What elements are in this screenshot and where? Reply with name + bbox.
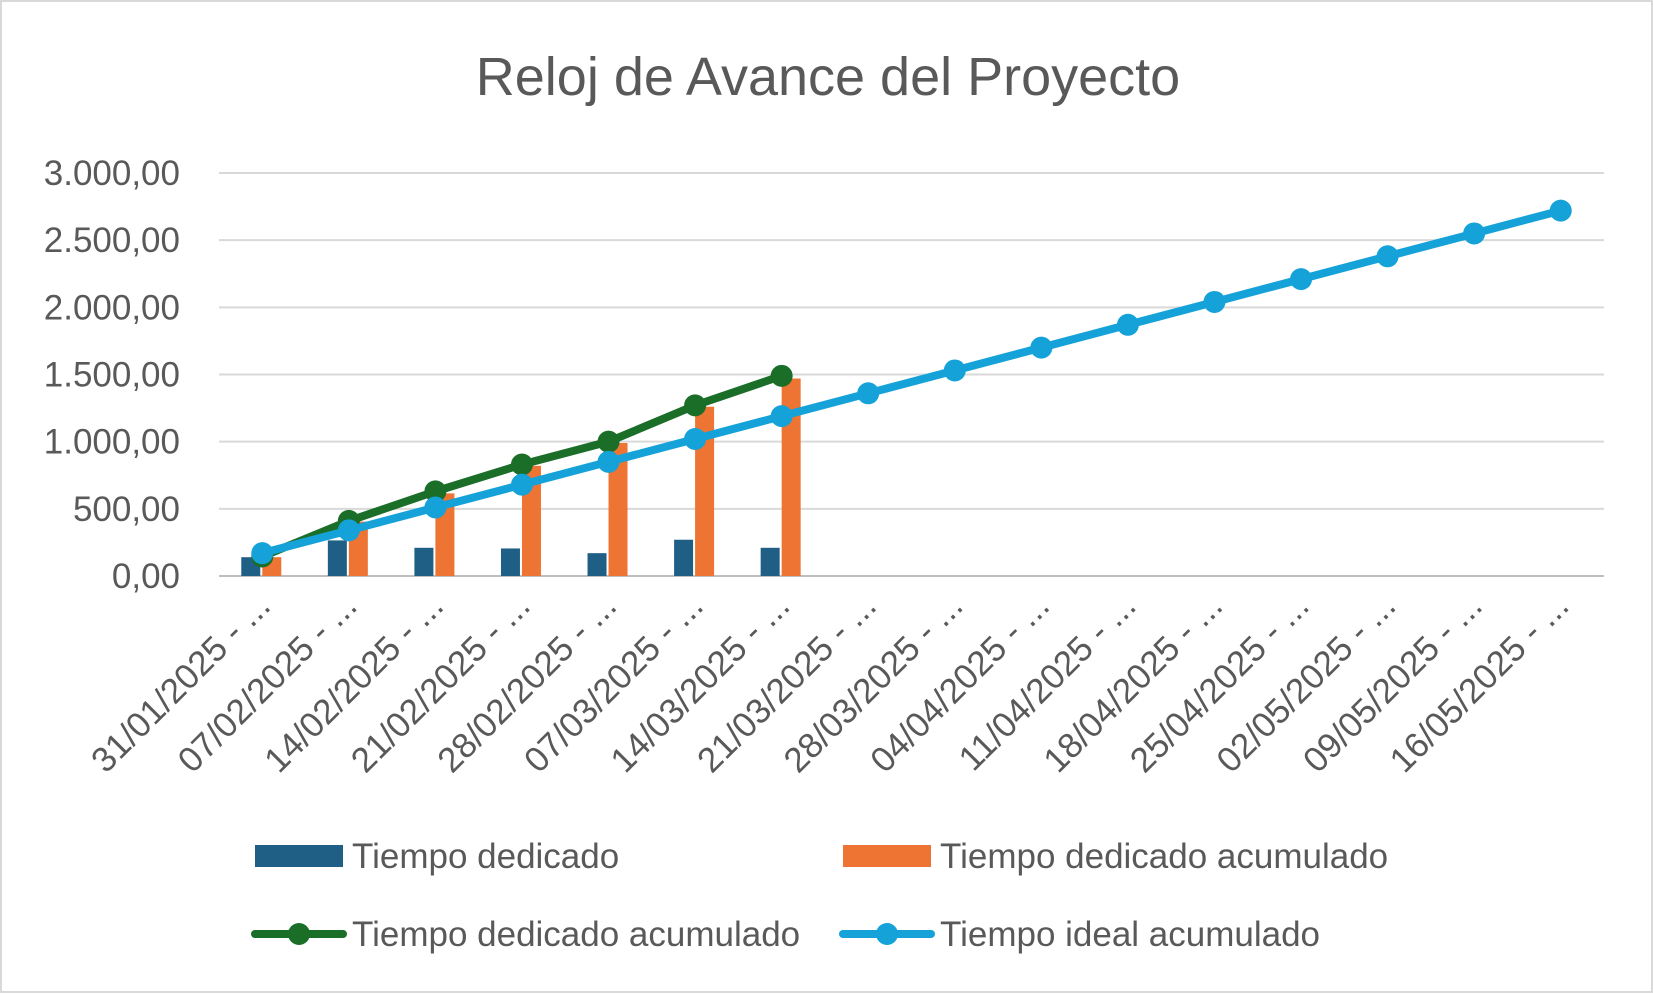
bar-tiempo-dedicado <box>760 547 780 576</box>
point-tiempo-ideal-acumulado <box>943 359 966 382</box>
bar-tiempo-dedicado <box>414 547 434 576</box>
legend-label: Tiempo dedicado acumulado <box>352 915 800 954</box>
bar-tiempo-dedicado-acumulado <box>695 406 715 576</box>
bar-series <box>241 378 801 576</box>
point-tiempo-ideal-acumulado <box>1116 313 1139 336</box>
legend: Tiempo dedicado Tiempo dedicado acumulado… <box>251 837 1388 954</box>
legend-item-tiempo-dedicado-acumulado-line: Tiempo dedicado acumulado <box>251 915 800 954</box>
y-tick-label: 1.500,00 <box>44 356 180 395</box>
point-tiempo-ideal-acumulado <box>251 542 274 565</box>
legend-item-tiempo-ideal-acumulado: Tiempo ideal acumulado <box>839 915 1320 954</box>
point-tiempo-ideal-acumulado <box>337 519 360 542</box>
bar-tiempo-dedicado <box>327 540 347 576</box>
point-tiempo-dedicado-acumulado <box>770 364 793 387</box>
point-tiempo-dedicado-acumulado <box>597 430 620 453</box>
chart-title: Reloj de Avance del Proyecto <box>476 47 1180 107</box>
point-tiempo-ideal-acumulado <box>510 473 533 496</box>
legend-swatch <box>843 845 931 867</box>
bar-tiempo-dedicado-acumulado <box>608 443 628 576</box>
point-tiempo-ideal-acumulado <box>1463 222 1486 245</box>
legend-marker <box>288 923 310 945</box>
line-tiempo-ideal-acumulado <box>258 206 1565 558</box>
bar-tiempo-dedicado <box>500 548 520 576</box>
x-axis: 31/01/2025 - ...07/02/2025 - ...14/02/20… <box>84 586 1577 780</box>
legend-label: Tiempo ideal acumulado <box>940 915 1320 954</box>
line-series <box>251 199 1572 568</box>
point-tiempo-ideal-acumulado <box>1290 268 1313 291</box>
legend-item-tiempo-dedicado-acumulado-bar: Tiempo dedicado acumulado <box>843 837 1388 876</box>
point-tiempo-ideal-acumulado <box>1549 199 1572 222</box>
y-axis: 0,00 500,00 1.000,00 1.500,00 2.000,00 2.500,… <box>44 154 180 596</box>
y-tick-label: 3.000,00 <box>44 154 180 193</box>
point-tiempo-ideal-acumulado <box>857 382 880 405</box>
bar-tiempo-dedicado <box>674 539 694 576</box>
point-tiempo-ideal-acumulado <box>770 405 793 428</box>
point-tiempo-ideal-acumulado <box>424 496 447 519</box>
y-tick-label: 2.000,00 <box>44 288 180 327</box>
point-tiempo-dedicado-acumulado <box>424 480 447 503</box>
legend-marker <box>876 923 898 945</box>
gridlines <box>219 172 1604 577</box>
bar-tiempo-dedicado <box>587 553 607 576</box>
point-tiempo-ideal-acumulado <box>1203 290 1226 313</box>
bar-tiempo-dedicado-acumulado <box>781 378 801 576</box>
point-tiempo-dedicado-acumulado <box>684 394 707 417</box>
y-tick-label: 0,00 <box>112 557 180 596</box>
y-tick-label: 2.500,00 <box>44 221 180 260</box>
point-tiempo-ideal-acumulado <box>684 427 707 450</box>
y-tick-label: 500,00 <box>73 490 180 529</box>
point-tiempo-ideal-acumulado <box>1376 245 1399 268</box>
legend-swatch <box>255 845 343 867</box>
legend-item-tiempo-dedicado: Tiempo dedicado <box>255 837 619 876</box>
point-tiempo-ideal-acumulado <box>597 450 620 473</box>
point-tiempo-dedicado-acumulado <box>510 453 533 476</box>
y-tick-label: 1.000,00 <box>44 423 180 462</box>
legend-label: Tiempo dedicado <box>352 837 619 876</box>
legend-label: Tiempo dedicado acumulado <box>940 837 1388 876</box>
point-tiempo-ideal-acumulado <box>1030 336 1053 359</box>
